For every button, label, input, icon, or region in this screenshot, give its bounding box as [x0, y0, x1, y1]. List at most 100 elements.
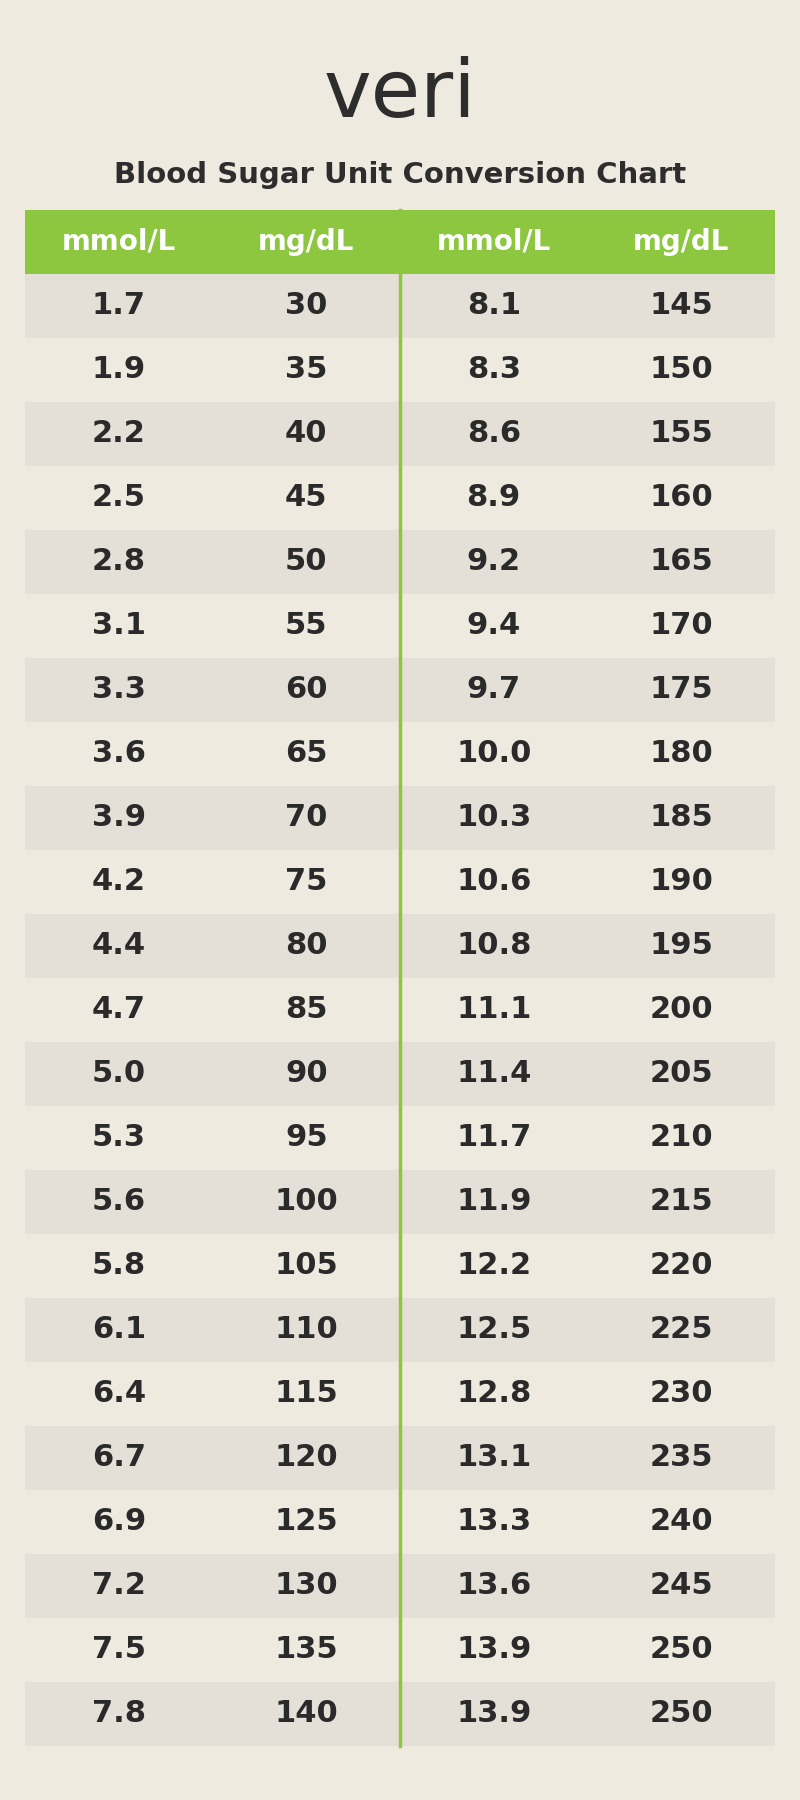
- Text: 200: 200: [650, 995, 713, 1024]
- Text: 1.7: 1.7: [92, 292, 146, 320]
- Text: 6.4: 6.4: [92, 1379, 146, 1408]
- Text: veri: veri: [324, 56, 476, 133]
- Text: 10.8: 10.8: [456, 932, 531, 961]
- Text: 5.3: 5.3: [92, 1123, 146, 1152]
- Text: 100: 100: [274, 1188, 338, 1217]
- Text: 185: 185: [650, 803, 713, 832]
- Bar: [25, 1105, 775, 1170]
- Bar: [25, 914, 775, 977]
- Bar: [25, 1618, 775, 1681]
- Text: 2.2: 2.2: [92, 419, 146, 448]
- Bar: [25, 1681, 775, 1746]
- Text: 115: 115: [274, 1379, 338, 1408]
- Text: 12.8: 12.8: [456, 1379, 531, 1408]
- Text: 175: 175: [650, 675, 713, 704]
- Text: 125: 125: [274, 1508, 338, 1537]
- Text: 11.1: 11.1: [456, 995, 531, 1024]
- Text: 13.6: 13.6: [456, 1571, 531, 1600]
- Text: 250: 250: [650, 1699, 713, 1728]
- Bar: [25, 977, 775, 1042]
- Text: 90: 90: [285, 1060, 327, 1089]
- Bar: [25, 1298, 775, 1363]
- Text: 7.8: 7.8: [92, 1699, 146, 1728]
- Text: 11.4: 11.4: [456, 1060, 531, 1089]
- Text: 195: 195: [650, 932, 713, 961]
- Text: 155: 155: [650, 419, 713, 448]
- Text: 2.8: 2.8: [92, 547, 146, 576]
- Text: 4.2: 4.2: [92, 868, 146, 896]
- Text: 11.9: 11.9: [456, 1188, 531, 1217]
- Text: 4.7: 4.7: [92, 995, 146, 1024]
- Text: 3.6: 3.6: [92, 740, 146, 769]
- Bar: [25, 1363, 775, 1426]
- Text: 8.3: 8.3: [466, 356, 521, 385]
- Text: 2.5: 2.5: [92, 484, 146, 513]
- Text: 35: 35: [285, 356, 327, 385]
- Text: 3.3: 3.3: [92, 675, 146, 704]
- Text: 13.1: 13.1: [456, 1444, 531, 1472]
- Text: 65: 65: [285, 740, 327, 769]
- Text: 9.4: 9.4: [466, 612, 521, 641]
- Bar: [25, 1235, 775, 1298]
- Text: 5.6: 5.6: [92, 1188, 146, 1217]
- Text: 250: 250: [650, 1636, 713, 1665]
- Text: 95: 95: [285, 1123, 327, 1152]
- Text: 13.9: 13.9: [456, 1699, 531, 1728]
- Text: 85: 85: [285, 995, 327, 1024]
- Text: 160: 160: [650, 484, 713, 513]
- Text: 8.6: 8.6: [466, 419, 521, 448]
- Text: 180: 180: [650, 740, 713, 769]
- Text: Blood Sugar Unit Conversion Chart: Blood Sugar Unit Conversion Chart: [114, 160, 686, 189]
- Bar: [25, 338, 775, 401]
- Text: 10.6: 10.6: [456, 868, 531, 896]
- Text: 3.9: 3.9: [92, 803, 146, 832]
- Text: 6.1: 6.1: [92, 1316, 146, 1345]
- Text: 6.9: 6.9: [92, 1508, 146, 1537]
- Text: 9.2: 9.2: [466, 547, 521, 576]
- Text: 12.2: 12.2: [456, 1251, 531, 1280]
- Text: 220: 220: [650, 1251, 713, 1280]
- Text: 6.7: 6.7: [92, 1444, 146, 1472]
- Text: 5.8: 5.8: [92, 1251, 146, 1280]
- Text: 10.0: 10.0: [456, 740, 531, 769]
- Text: 215: 215: [650, 1188, 713, 1217]
- Text: 30: 30: [285, 292, 327, 320]
- Text: 4.4: 4.4: [92, 932, 146, 961]
- Text: 9.7: 9.7: [466, 675, 521, 704]
- Text: 11.7: 11.7: [456, 1123, 531, 1152]
- Text: 80: 80: [285, 932, 327, 961]
- Text: 75: 75: [285, 868, 327, 896]
- Text: 225: 225: [650, 1316, 713, 1345]
- Text: 10.3: 10.3: [456, 803, 531, 832]
- Text: 140: 140: [274, 1699, 338, 1728]
- Text: 7.5: 7.5: [92, 1636, 146, 1665]
- Text: 170: 170: [650, 612, 713, 641]
- Bar: [25, 1426, 775, 1490]
- Bar: [25, 1170, 775, 1235]
- Bar: [25, 659, 775, 722]
- Bar: [25, 401, 775, 466]
- Text: 190: 190: [650, 868, 713, 896]
- Text: 55: 55: [285, 612, 327, 641]
- Bar: [25, 1553, 775, 1618]
- Text: 150: 150: [650, 356, 713, 385]
- Text: 245: 245: [650, 1571, 713, 1600]
- Text: 210: 210: [650, 1123, 713, 1152]
- Bar: [25, 274, 775, 338]
- Text: 165: 165: [650, 547, 713, 576]
- Text: 5.0: 5.0: [92, 1060, 146, 1089]
- Text: 70: 70: [285, 803, 327, 832]
- Text: 235: 235: [650, 1444, 713, 1472]
- Text: 135: 135: [274, 1636, 338, 1665]
- Bar: [25, 850, 775, 914]
- Text: 40: 40: [285, 419, 327, 448]
- Text: 120: 120: [274, 1444, 338, 1472]
- Text: 60: 60: [285, 675, 327, 704]
- Text: 8.9: 8.9: [466, 484, 521, 513]
- Text: 230: 230: [650, 1379, 713, 1408]
- Text: 1.9: 1.9: [92, 356, 146, 385]
- Text: 7.2: 7.2: [92, 1571, 146, 1600]
- Text: 50: 50: [285, 547, 327, 576]
- Text: 240: 240: [650, 1508, 713, 1537]
- Bar: [25, 594, 775, 659]
